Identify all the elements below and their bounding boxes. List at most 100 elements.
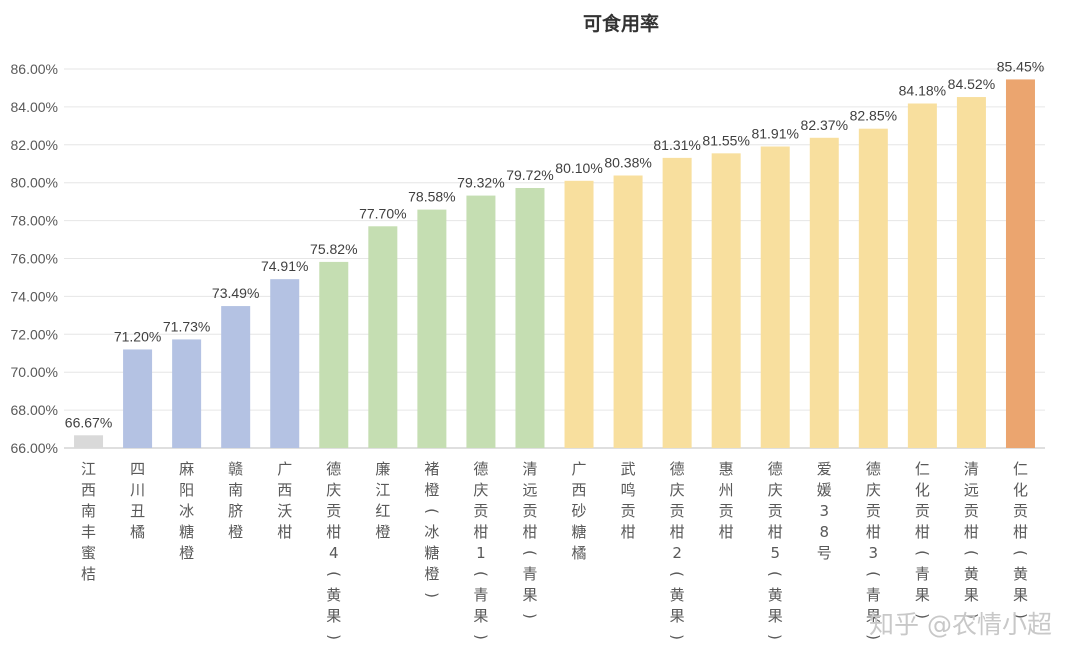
svg-text:广: 广 xyxy=(572,460,587,478)
bar xyxy=(662,157,692,449)
bar xyxy=(515,188,545,449)
svg-text:柑: 柑 xyxy=(1013,523,1028,541)
svg-text:果: 果 xyxy=(1013,586,1028,604)
svg-text:德: 德 xyxy=(768,460,783,478)
svg-text:): ) xyxy=(1011,613,1029,619)
y-tick-label: 86.00% xyxy=(11,61,58,77)
svg-text:4: 4 xyxy=(329,544,339,562)
svg-text:化: 化 xyxy=(915,481,930,499)
data-labels: 66.67% 71.20%71.73% 73.49%74.91%75.82% 77.7… xyxy=(65,58,1044,430)
bar xyxy=(74,435,104,448)
svg-text:德: 德 xyxy=(326,460,341,478)
x-tick-label: 惠州贡柑惠州贡柑 xyxy=(719,460,734,541)
x-tick-label: 褚橙（冰糖橙）褚橙(冰糖橙) xyxy=(423,460,441,598)
svg-text:黄: 黄 xyxy=(964,565,979,583)
data-label: 82.37% xyxy=(801,117,848,133)
bars xyxy=(74,79,1035,449)
svg-text:清: 清 xyxy=(522,460,537,478)
svg-text:柑: 柑 xyxy=(915,523,930,541)
data-label: 81.91% xyxy=(751,126,798,142)
y-tick-label: 68.00% xyxy=(11,402,58,418)
svg-text:青: 青 xyxy=(915,565,930,583)
data-label: 81.31% xyxy=(653,137,700,153)
x-tick-label: 赣南脐橙赣南脐橙 xyxy=(228,460,243,541)
svg-text:糖: 糖 xyxy=(179,523,194,541)
x-tick-label: 四川丑橘四川丑橘 xyxy=(130,460,145,541)
svg-text:州: 州 xyxy=(719,481,734,499)
watermark: 知乎 @农情小超 xyxy=(869,610,1052,639)
data-label: 78.58% xyxy=(408,189,455,205)
svg-text:): ) xyxy=(521,613,539,619)
svg-text:桔: 桔 xyxy=(81,565,96,583)
svg-text:广: 广 xyxy=(277,460,292,478)
x-tick-label: 廉江红橙廉江红橙 xyxy=(375,460,390,541)
svg-text:黄: 黄 xyxy=(670,586,685,604)
x-axis: 江西南丰蜜桔江西南丰蜜桔四川丑橘四川丑橘麻阳冰糖橙麻阳冰糖橙赣南脐橙赣南脐橙广西… xyxy=(81,460,1029,640)
svg-text:果: 果 xyxy=(326,607,341,625)
svg-text:(: ( xyxy=(472,571,490,577)
svg-text:丰: 丰 xyxy=(81,523,96,541)
svg-text:3: 3 xyxy=(869,544,879,562)
svg-text:柑: 柑 xyxy=(326,523,341,541)
y-tick-label: 70.00% xyxy=(11,364,58,380)
data-label: 82.85% xyxy=(850,108,897,124)
svg-text:8: 8 xyxy=(820,523,830,541)
svg-text:柑: 柑 xyxy=(621,523,636,541)
svg-text:远: 远 xyxy=(964,481,979,499)
bar xyxy=(564,180,594,448)
bar xyxy=(466,195,496,448)
svg-text:清: 清 xyxy=(964,460,979,478)
svg-text:): ) xyxy=(325,634,343,640)
svg-text:): ) xyxy=(766,634,784,640)
bar xyxy=(956,97,986,449)
svg-text:果: 果 xyxy=(670,607,685,625)
data-label: 77.70% xyxy=(359,205,406,221)
svg-text:柑: 柑 xyxy=(768,523,783,541)
svg-text:红: 红 xyxy=(375,502,390,520)
svg-text:贡: 贡 xyxy=(719,502,734,520)
data-label: 73.49% xyxy=(212,285,259,301)
svg-text:果: 果 xyxy=(768,607,783,625)
data-label: 80.38% xyxy=(604,154,651,170)
svg-text:远: 远 xyxy=(522,481,537,499)
svg-text:果: 果 xyxy=(473,607,488,625)
x-tick-label: 武鸣贡柑武鸣贡柑 xyxy=(621,460,636,541)
svg-text:江: 江 xyxy=(81,460,96,478)
y-tick-label: 72.00% xyxy=(11,326,58,342)
x-tick-label: 江西南丰蜜桔江西南丰蜜桔 xyxy=(81,460,96,583)
svg-text:贡: 贡 xyxy=(670,502,685,520)
svg-text:黄: 黄 xyxy=(1013,565,1028,583)
svg-text:蜜: 蜜 xyxy=(81,544,96,562)
svg-text:鸣: 鸣 xyxy=(621,481,636,499)
data-label: 71.20% xyxy=(114,328,161,344)
svg-text:德: 德 xyxy=(473,460,488,478)
svg-text:贡: 贡 xyxy=(1013,502,1028,520)
svg-text:果: 果 xyxy=(915,586,930,604)
svg-text:丑: 丑 xyxy=(130,502,145,520)
svg-text:庆: 庆 xyxy=(768,481,783,499)
svg-text:1: 1 xyxy=(476,544,486,562)
y-tick-label: 66.00% xyxy=(11,440,58,456)
svg-text:庆: 庆 xyxy=(670,481,685,499)
svg-text:(: ( xyxy=(668,571,686,577)
svg-text:糖: 糖 xyxy=(572,523,587,541)
svg-text:仁: 仁 xyxy=(1013,460,1028,478)
svg-text:果: 果 xyxy=(866,607,881,625)
svg-text:惠: 惠 xyxy=(719,460,734,478)
svg-text:(: ( xyxy=(913,550,931,556)
svg-text:庆: 庆 xyxy=(866,481,881,499)
y-tick-label: 74.00% xyxy=(11,288,58,304)
svg-text:贡: 贡 xyxy=(621,502,636,520)
svg-text:柑: 柑 xyxy=(719,523,734,541)
svg-text:西: 西 xyxy=(277,481,292,499)
svg-text:贡: 贡 xyxy=(964,502,979,520)
svg-text:号: 号 xyxy=(817,544,832,562)
bar xyxy=(1005,79,1035,449)
x-tick-label: 广西砂糖橘广西砂糖橘 xyxy=(572,460,587,562)
svg-text:庆: 庆 xyxy=(473,481,488,499)
bar xyxy=(123,349,153,448)
